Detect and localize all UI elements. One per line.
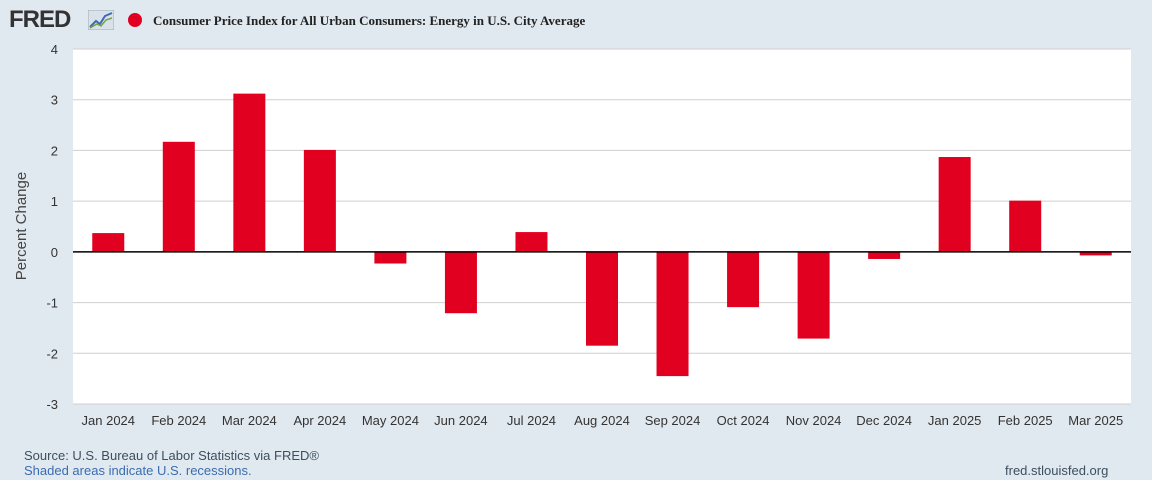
x-tick-label: Jul 2024 xyxy=(507,413,556,428)
bar[interactable] xyxy=(868,251,901,259)
x-axis-ticks: Jan 2024 Feb 2024 Mar 2024 Apr 2024 May 2024… xyxy=(82,413,1124,428)
bars xyxy=(92,93,1112,377)
bar[interactable] xyxy=(92,233,125,252)
x-tick-label: Oct 2024 xyxy=(717,413,770,428)
x-tick-label: Aug 2024 xyxy=(574,413,630,428)
y-tick-label: 2 xyxy=(51,143,58,158)
y-tick-label: 3 xyxy=(51,93,58,108)
x-tick-label: Mar 2025 xyxy=(1068,413,1123,428)
bar[interactable] xyxy=(1009,200,1042,252)
plot-area xyxy=(73,49,1131,404)
x-tick-label: Sep 2024 xyxy=(645,413,701,428)
footer-url[interactable]: fred.stlouisfed.org xyxy=(1005,463,1109,478)
x-tick-label: Apr 2024 xyxy=(293,413,346,428)
y-tick-label: -2 xyxy=(46,346,58,361)
bar[interactable] xyxy=(515,232,548,252)
bar[interactable] xyxy=(233,93,266,252)
x-tick-label: Jan 2025 xyxy=(928,413,982,428)
bar[interactable] xyxy=(162,141,195,252)
y-tick-label: -1 xyxy=(46,296,58,311)
chart-title: Consumer Price Index for All Urban Consu… xyxy=(153,13,586,28)
bar[interactable] xyxy=(1079,251,1112,256)
y-axis-ticks: 4 3 2 1 0 -1 -2 -3 xyxy=(46,42,58,412)
footer-recession-note[interactable]: Shaded areas indicate U.S. recessions. xyxy=(24,463,252,478)
x-tick-label: Dec 2024 xyxy=(856,413,912,428)
x-tick-label: Feb 2025 xyxy=(998,413,1053,428)
y-tick-label: 4 xyxy=(51,42,58,57)
fred-logo-graph-icon xyxy=(88,10,114,30)
footer-source: Source: U.S. Bureau of Labor Statistics … xyxy=(24,448,319,463)
bar[interactable] xyxy=(586,251,618,346)
x-tick-label: Nov 2024 xyxy=(786,413,842,428)
x-tick-label: Mar 2024 xyxy=(222,413,277,428)
bar[interactable] xyxy=(374,251,407,264)
legend-series-marker xyxy=(128,13,142,27)
y-tick-label: -3 xyxy=(46,397,58,412)
bar[interactable] xyxy=(656,251,689,377)
x-tick-label: Jan 2024 xyxy=(82,413,136,428)
chart-header: FRED Consumer Price Index for All Urban … xyxy=(0,0,1152,40)
y-axis-label: Percent Change xyxy=(13,172,30,280)
y-tick-label: 0 xyxy=(51,245,58,260)
bar[interactable] xyxy=(303,149,336,252)
y-tick-label: 1 xyxy=(51,194,58,209)
x-tick-label: May 2024 xyxy=(362,413,419,428)
fred-logo[interactable]: FRED xyxy=(9,6,71,33)
bar[interactable] xyxy=(727,251,760,308)
bar[interactable] xyxy=(938,157,971,252)
bar[interactable] xyxy=(444,251,477,314)
bar-chart: 4 3 2 1 0 -1 -2 -3 Jan 2024 Feb 2024 Mar 2024 Apr … xyxy=(13,42,1131,428)
x-tick-label: Feb 2024 xyxy=(151,413,206,428)
bar[interactable] xyxy=(797,251,830,339)
x-tick-label: Jun 2024 xyxy=(434,413,488,428)
